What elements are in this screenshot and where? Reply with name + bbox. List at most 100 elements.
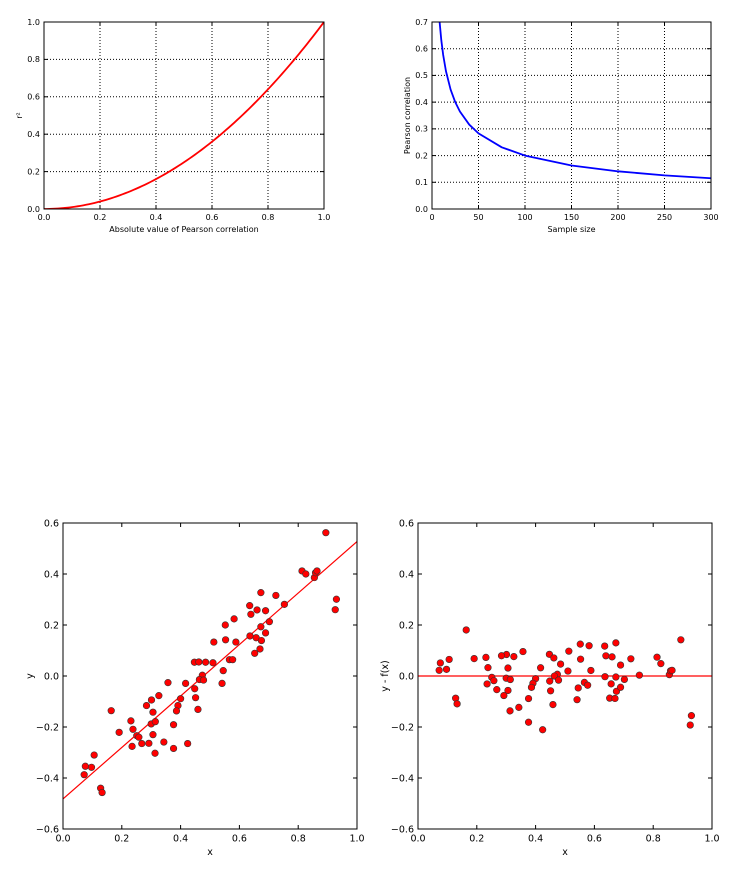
residual-point [536, 664, 545, 672]
x-tick-label: 50 [473, 213, 483, 222]
data-point [313, 567, 321, 575]
residual-point [470, 654, 478, 663]
data-point [145, 739, 153, 747]
data-point [127, 717, 135, 725]
residual-point [585, 642, 593, 650]
y-axis-label: Pearson correlation [403, 77, 412, 154]
plot-area [438, 22, 711, 180]
residual-point [524, 694, 533, 703]
residual-point [607, 680, 615, 688]
residual-point [620, 675, 628, 683]
data-point [129, 725, 137, 733]
y-axis-label: y [25, 673, 36, 679]
y-axis-label: y - f(x) [380, 660, 391, 691]
residual-point [608, 653, 616, 661]
data-point [219, 667, 227, 675]
residual-point [506, 707, 514, 715]
data-point [280, 600, 288, 608]
x-tick-label: 0.2 [469, 834, 484, 845]
x-axis-label: Sample size [547, 225, 595, 234]
residual-point [657, 660, 665, 668]
residual-point [504, 664, 512, 672]
chart-4: 0.0 0.2 0.4 0.6 0.8 1.0 −0.6 −0.4 −0.2 0.0 0.2 0.4 0… [380, 518, 720, 858]
residual-point [493, 686, 501, 694]
residual-point [490, 677, 498, 685]
residual-point [587, 666, 595, 675]
data-point [257, 623, 265, 631]
residual-point [549, 700, 557, 709]
data-point [199, 676, 208, 684]
plot-area [63, 529, 357, 800]
residual-point [602, 652, 610, 660]
residual-point [611, 694, 619, 703]
y-tick-label: 0.0 [415, 205, 428, 214]
residual-point [584, 681, 592, 689]
data-point [210, 638, 218, 646]
data-point [169, 721, 178, 729]
data-point [218, 679, 226, 687]
data-point [90, 751, 98, 759]
data-point [331, 606, 339, 614]
y-tick-label: −0.6 [36, 824, 59, 835]
y-tick-label: 0.2 [399, 620, 414, 631]
x-tick-label: 0.0 [38, 213, 51, 222]
x-tick-label: 300 [703, 213, 718, 222]
y-tick-label: 0.8 [27, 55, 40, 64]
y-tick-label: 0.6 [27, 93, 40, 102]
x-tick-label: 0.0 [410, 834, 425, 845]
residual-point [612, 639, 620, 647]
data-point [209, 659, 217, 667]
x-tick-label: 200 [610, 213, 625, 222]
data-point [256, 645, 264, 653]
x-tick-label: 0.2 [114, 834, 129, 845]
residual-point [519, 647, 527, 656]
x-tick-label: 0.2 [94, 213, 107, 222]
residual-point [576, 655, 585, 663]
y-tick-label: −0.2 [36, 722, 59, 733]
y-tick-label: 0.4 [415, 98, 428, 107]
residual-point [546, 677, 554, 685]
residual-point [574, 684, 582, 692]
data-point [253, 606, 261, 614]
data-point [87, 763, 96, 771]
data-point [181, 679, 190, 687]
residual-point [504, 686, 512, 695]
x-tick-label: 1.0 [349, 834, 364, 845]
data-point [149, 708, 157, 716]
residual-point [510, 653, 518, 661]
x-tick-label: 0 [429, 213, 434, 222]
data-point [230, 615, 238, 623]
critical-correlation-curve [438, 22, 711, 180]
y-tick-label: −0.4 [36, 773, 59, 784]
data-point [160, 738, 168, 746]
y-tick-label: 0.1 [415, 178, 428, 187]
x-axis-label: x [207, 847, 213, 858]
residual-point [515, 703, 523, 711]
x-tick-label: 100 [517, 213, 532, 222]
residual-point [462, 626, 470, 634]
data-point [246, 602, 254, 610]
residual-point [635, 671, 643, 679]
residual-point [616, 661, 625, 669]
residual-point [524, 718, 533, 726]
y-tick-label: 0.0 [27, 205, 40, 214]
fit-line [63, 541, 357, 800]
data-point [322, 529, 330, 537]
axes-frame [431, 21, 712, 210]
y-tick-label: 0.7 [415, 18, 428, 27]
data-point [251, 649, 259, 657]
residual-point [627, 655, 635, 663]
y-tick-label: −0.4 [391, 773, 414, 784]
residual-point [556, 660, 565, 668]
axes-frame [43, 21, 325, 210]
residual-point [554, 676, 563, 684]
data-point [169, 744, 178, 753]
data-point [151, 749, 159, 757]
x-axis-label: Absolute value of Pearson correlation [109, 225, 258, 234]
axes-frame [62, 522, 358, 830]
residual-point [576, 640, 584, 648]
data-point [247, 610, 255, 618]
residual-point [686, 721, 694, 729]
x-tick-label: 0.4 [150, 213, 163, 222]
